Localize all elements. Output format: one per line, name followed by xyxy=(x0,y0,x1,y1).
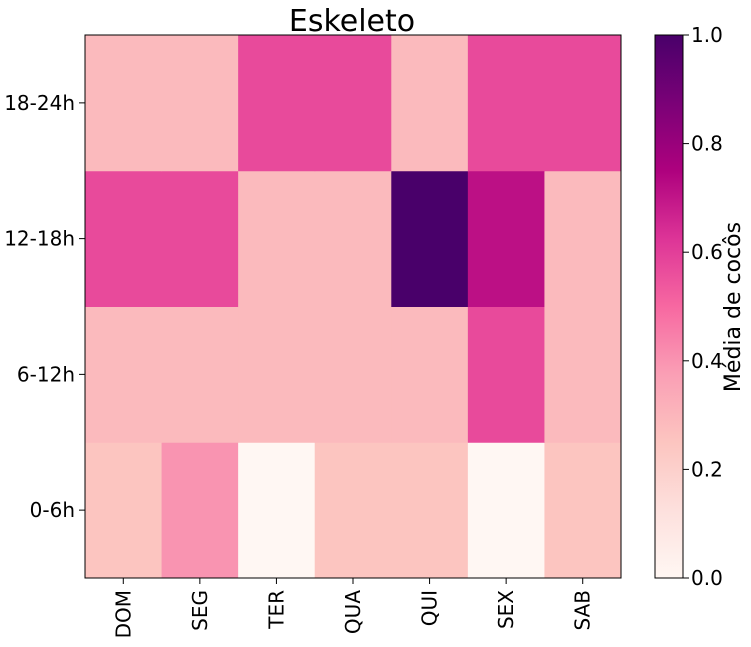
heatmap-cell xyxy=(85,170,163,307)
heatmap-cell xyxy=(314,35,392,172)
heatmap-cell xyxy=(161,35,239,172)
colorbar-tick-label: 0.4 xyxy=(691,349,723,373)
chart-title: Eskeleto xyxy=(289,4,415,39)
y-tick-label: 12-18h xyxy=(4,227,75,251)
heatmap-cell xyxy=(238,442,316,579)
heatmap-cell xyxy=(85,306,163,443)
colorbar-label: Média de cocôs xyxy=(721,222,746,392)
colorbar-tick-label: 1.0 xyxy=(691,23,723,47)
x-tick-label: TER xyxy=(264,590,288,630)
y-tick-label: 18-24h xyxy=(4,91,75,115)
colorbar-tick-label: 0.2 xyxy=(691,457,723,481)
y-axis: 0-6h 6-12h 12-18h 18-24h xyxy=(4,91,85,522)
heatmap-cell xyxy=(238,306,316,443)
heatmap-cell xyxy=(467,306,545,443)
x-tick-label: QUA xyxy=(341,590,365,634)
y-tick-label: 0-6h xyxy=(30,498,75,522)
heatmap-cell xyxy=(238,35,316,172)
heatmap-cell xyxy=(544,442,622,579)
heatmap-cell xyxy=(161,306,239,443)
colorbar-axis: 0.0 0.2 0.4 0.6 0.8 1.0 xyxy=(683,23,723,590)
colorbar-tick-label: 0.6 xyxy=(691,240,723,264)
colorbar xyxy=(654,34,684,579)
heatmap-cell xyxy=(391,170,469,307)
colorbar-tick-label: 0.0 xyxy=(691,566,723,590)
heatmap-cell xyxy=(238,170,316,307)
x-tick-label: SEX xyxy=(494,590,518,629)
heatmap-cell xyxy=(544,306,622,443)
heatmap-cell xyxy=(85,442,163,579)
heatmap-cell xyxy=(467,442,545,579)
heatmap-cell xyxy=(467,170,545,307)
heatmap-cell xyxy=(544,170,622,307)
heatmap-cell xyxy=(161,442,239,579)
x-tick-label: SEG xyxy=(188,590,212,631)
heatmap-cells xyxy=(85,35,622,579)
heatmap-cell xyxy=(391,442,469,579)
x-tick-label: QUI xyxy=(418,590,442,626)
heatmap-cell xyxy=(314,306,392,443)
x-axis: DOM SEG TER QUA QUI SEX SAB xyxy=(111,578,595,638)
heatmap-cell xyxy=(161,170,239,307)
colorbar-tick-label: 0.8 xyxy=(691,132,723,156)
heatmap-cell xyxy=(391,35,469,172)
heatmap-cell xyxy=(467,35,545,172)
heatmap-cell xyxy=(391,306,469,443)
heatmap-cell xyxy=(314,442,392,579)
x-tick-label: SAB xyxy=(571,590,595,630)
heatmap-cell xyxy=(85,35,163,172)
heatmap-cell xyxy=(544,35,622,172)
heatmap-cell xyxy=(314,170,392,307)
x-tick-label: DOM xyxy=(111,590,135,638)
y-tick-label: 6-12h xyxy=(17,362,75,386)
